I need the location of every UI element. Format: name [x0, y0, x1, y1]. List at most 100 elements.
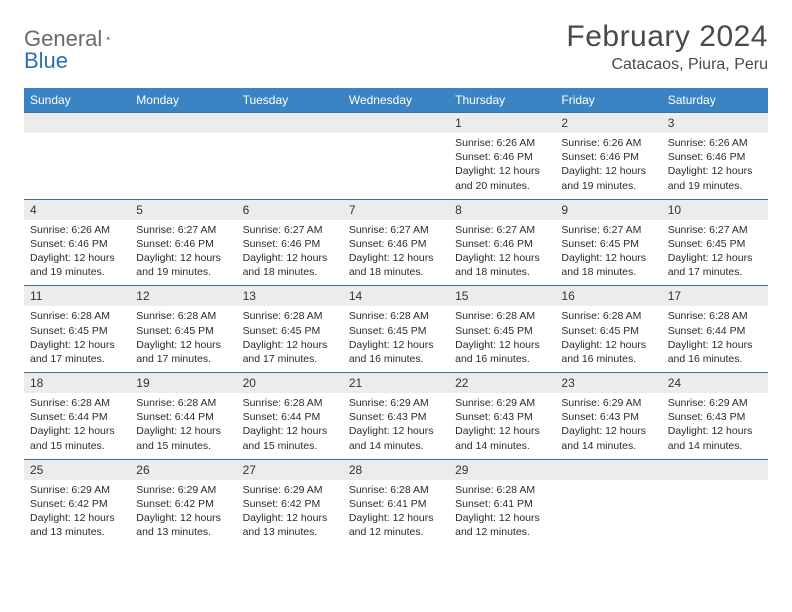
daylight-text: Daylight: 12 hours and 16 minutes.: [455, 338, 549, 366]
day-number: 10: [662, 200, 768, 220]
sunrise-text: Sunrise: 6:26 AM: [455, 136, 549, 150]
day-details: Sunrise: 6:27 AMSunset: 6:45 PMDaylight:…: [662, 220, 768, 286]
day-details: [343, 133, 449, 142]
calendar-week-row: 1Sunrise: 6:26 AMSunset: 6:46 PMDaylight…: [24, 113, 768, 200]
day-details: [237, 133, 343, 142]
calendar-day-cell: 27Sunrise: 6:29 AMSunset: 6:42 PMDayligh…: [237, 459, 343, 545]
day-number: 18: [24, 373, 130, 393]
calendar-day-cell: 14Sunrise: 6:28 AMSunset: 6:45 PMDayligh…: [343, 286, 449, 373]
sunrise-text: Sunrise: 6:28 AM: [243, 396, 337, 410]
sunrise-text: Sunrise: 6:29 AM: [30, 483, 124, 497]
weekday-header: Sunday: [24, 88, 130, 113]
daylight-text: Daylight: 12 hours and 15 minutes.: [136, 424, 230, 452]
location-subtitle: Catacaos, Piura, Peru: [566, 56, 768, 74]
sunset-text: Sunset: 6:44 PM: [243, 410, 337, 424]
sunrise-text: Sunrise: 6:27 AM: [243, 223, 337, 237]
sunset-text: Sunset: 6:43 PM: [455, 410, 549, 424]
sunset-text: Sunset: 6:45 PM: [136, 324, 230, 338]
calendar-day-cell: 2Sunrise: 6:26 AMSunset: 6:46 PMDaylight…: [555, 113, 661, 200]
day-number: [237, 113, 343, 133]
day-number: 27: [237, 460, 343, 480]
daylight-text: Daylight: 12 hours and 15 minutes.: [30, 424, 124, 452]
day-number: 20: [237, 373, 343, 393]
daylight-text: Daylight: 12 hours and 14 minutes.: [668, 424, 762, 452]
daylight-text: Daylight: 12 hours and 14 minutes.: [561, 424, 655, 452]
day-details: [24, 133, 130, 142]
daylight-text: Daylight: 12 hours and 19 minutes.: [30, 251, 124, 279]
sunrise-text: Sunrise: 6:26 AM: [668, 136, 762, 150]
day-details: Sunrise: 6:27 AMSunset: 6:46 PMDaylight:…: [130, 220, 236, 286]
day-number: 24: [662, 373, 768, 393]
day-number: [24, 113, 130, 133]
calendar-day-cell: 18Sunrise: 6:28 AMSunset: 6:44 PMDayligh…: [24, 373, 130, 460]
sunset-text: Sunset: 6:42 PM: [30, 497, 124, 511]
day-number: 15: [449, 286, 555, 306]
calendar-day-cell: [343, 113, 449, 200]
calendar-day-cell: 17Sunrise: 6:28 AMSunset: 6:44 PMDayligh…: [662, 286, 768, 373]
calendar-day-cell: 20Sunrise: 6:28 AMSunset: 6:44 PMDayligh…: [237, 373, 343, 460]
day-details: [555, 480, 661, 489]
title-block: February 2024 Catacaos, Piura, Peru: [566, 20, 768, 74]
day-number: 21: [343, 373, 449, 393]
day-number: 26: [130, 460, 236, 480]
calendar-day-cell: [24, 113, 130, 200]
sunset-text: Sunset: 6:46 PM: [561, 150, 655, 164]
sunrise-text: Sunrise: 6:28 AM: [243, 309, 337, 323]
calendar-week-row: 11Sunrise: 6:28 AMSunset: 6:45 PMDayligh…: [24, 286, 768, 373]
day-number: [130, 113, 236, 133]
sunset-text: Sunset: 6:41 PM: [349, 497, 443, 511]
sunset-text: Sunset: 6:46 PM: [30, 237, 124, 251]
sunrise-text: Sunrise: 6:28 AM: [455, 309, 549, 323]
month-title: February 2024: [566, 20, 768, 54]
sunrise-text: Sunrise: 6:29 AM: [668, 396, 762, 410]
calendar-day-cell: 23Sunrise: 6:29 AMSunset: 6:43 PMDayligh…: [555, 373, 661, 460]
sunrise-text: Sunrise: 6:26 AM: [561, 136, 655, 150]
day-details: Sunrise: 6:26 AMSunset: 6:46 PMDaylight:…: [662, 133, 768, 199]
calendar-day-cell: [130, 113, 236, 200]
day-number: 13: [237, 286, 343, 306]
day-details: Sunrise: 6:29 AMSunset: 6:43 PMDaylight:…: [555, 393, 661, 459]
sunset-text: Sunset: 6:45 PM: [349, 324, 443, 338]
calendar-day-cell: [662, 459, 768, 545]
day-number: 9: [555, 200, 661, 220]
weekday-header: Tuesday: [237, 88, 343, 113]
day-number: 28: [343, 460, 449, 480]
sunrise-text: Sunrise: 6:28 AM: [136, 309, 230, 323]
daylight-text: Daylight: 12 hours and 17 minutes.: [668, 251, 762, 279]
day-details: Sunrise: 6:28 AMSunset: 6:44 PMDaylight:…: [662, 306, 768, 372]
day-number: 12: [130, 286, 236, 306]
day-details: Sunrise: 6:29 AMSunset: 6:42 PMDaylight:…: [130, 480, 236, 546]
calendar-day-cell: 19Sunrise: 6:28 AMSunset: 6:44 PMDayligh…: [130, 373, 236, 460]
sunset-text: Sunset: 6:45 PM: [561, 324, 655, 338]
sunset-text: Sunset: 6:43 PM: [561, 410, 655, 424]
daylight-text: Daylight: 12 hours and 12 minutes.: [349, 511, 443, 539]
sunset-text: Sunset: 6:45 PM: [243, 324, 337, 338]
sunset-text: Sunset: 6:43 PM: [349, 410, 443, 424]
calendar-day-cell: 21Sunrise: 6:29 AMSunset: 6:43 PMDayligh…: [343, 373, 449, 460]
sunset-text: Sunset: 6:42 PM: [243, 497, 337, 511]
sunset-text: Sunset: 6:46 PM: [136, 237, 230, 251]
day-number: 5: [130, 200, 236, 220]
day-number: [662, 460, 768, 480]
day-details: Sunrise: 6:26 AMSunset: 6:46 PMDaylight:…: [24, 220, 130, 286]
day-details: Sunrise: 6:28 AMSunset: 6:41 PMDaylight:…: [449, 480, 555, 546]
day-details: [130, 133, 236, 142]
sunset-text: Sunset: 6:44 PM: [668, 324, 762, 338]
day-number: 23: [555, 373, 661, 393]
day-number: 6: [237, 200, 343, 220]
sunrise-text: Sunrise: 6:28 AM: [668, 309, 762, 323]
day-details: [662, 480, 768, 489]
calendar-day-cell: [237, 113, 343, 200]
calendar-day-cell: 11Sunrise: 6:28 AMSunset: 6:45 PMDayligh…: [24, 286, 130, 373]
calendar-day-cell: 24Sunrise: 6:29 AMSunset: 6:43 PMDayligh…: [662, 373, 768, 460]
header: General Blue February 2024 Catacaos, Piu…: [24, 20, 768, 74]
daylight-text: Daylight: 12 hours and 19 minutes.: [668, 164, 762, 192]
daylight-text: Daylight: 12 hours and 18 minutes.: [349, 251, 443, 279]
sunset-text: Sunset: 6:45 PM: [455, 324, 549, 338]
daylight-text: Daylight: 12 hours and 17 minutes.: [136, 338, 230, 366]
calendar-week-row: 4Sunrise: 6:26 AMSunset: 6:46 PMDaylight…: [24, 199, 768, 286]
daylight-text: Daylight: 12 hours and 13 minutes.: [136, 511, 230, 539]
daylight-text: Daylight: 12 hours and 17 minutes.: [30, 338, 124, 366]
calendar-table: Sunday Monday Tuesday Wednesday Thursday…: [24, 88, 768, 545]
weekday-header: Wednesday: [343, 88, 449, 113]
